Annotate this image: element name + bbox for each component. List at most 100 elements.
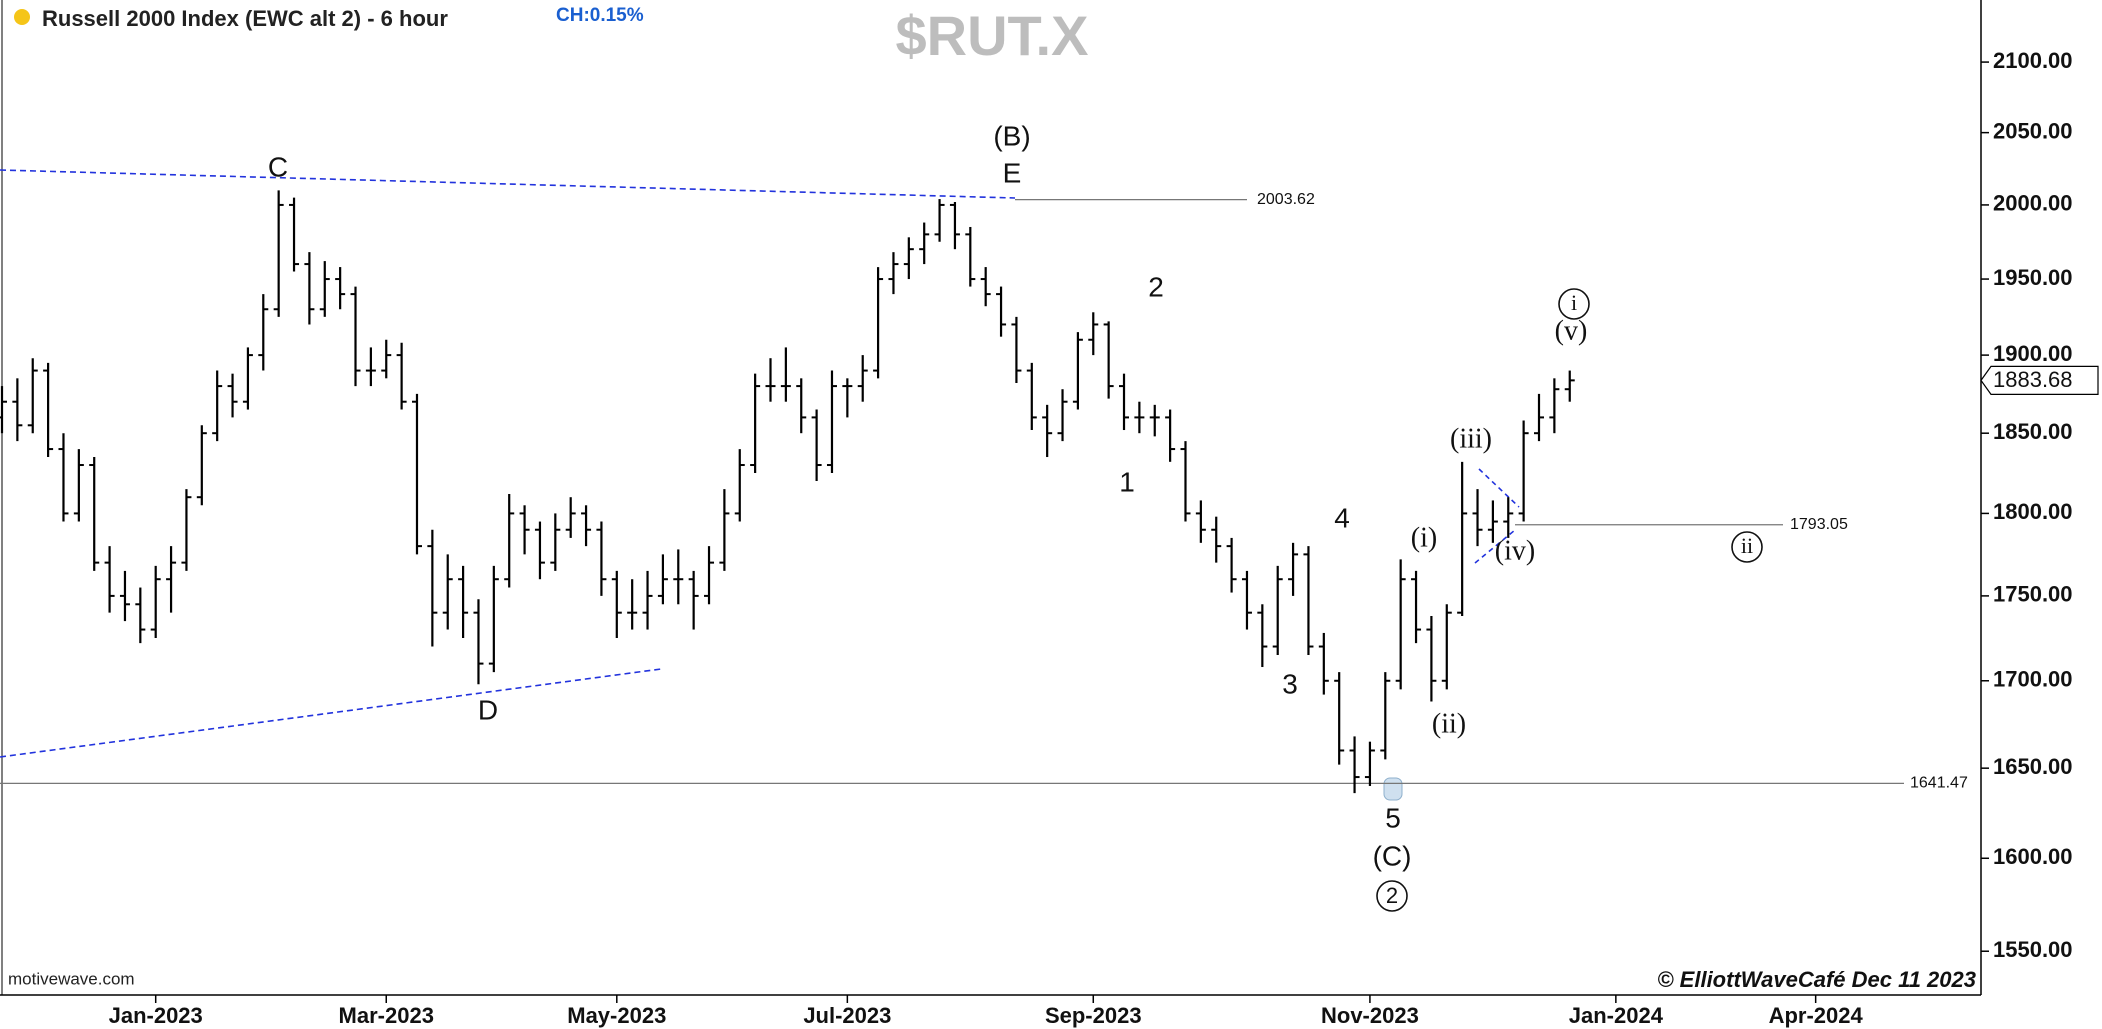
y-tick-label: 1850.00 [1993,419,2073,444]
ohlc-bar [242,347,253,410]
wave-label: (C) [1373,840,1412,871]
ohlc-bar [1549,378,1560,434]
y-tick-label: 1950.00 [1993,265,2073,290]
ohlc-bar [996,286,1007,337]
ohlc-bar [811,409,822,482]
ohlc-bar [949,202,960,250]
wave-label: i [1571,290,1577,315]
chart-title: Russell 2000 Index (EWC alt 2) - 6 hour [42,6,448,31]
wave-label: (iii) [1450,423,1492,454]
wave-label: C [268,151,288,182]
ohlc-bar [1303,546,1314,656]
ohlc-bar [488,565,499,673]
ohlc-bar [411,393,422,555]
ohlc-bar [657,554,668,605]
ohlc-bar [1503,497,1514,538]
ohlc-bar [1149,404,1160,437]
ohlc-bar [1042,404,1053,458]
ohlc-bar [365,347,376,387]
ohlc-bar [458,565,469,639]
wave-label: 5 [1385,802,1401,833]
ohlc-bar [1472,489,1483,547]
ohlc-bar [181,489,192,571]
ohlc-bar [1134,401,1145,434]
ohlc-bar [627,579,638,630]
y-tick-label: 1600.00 [1993,844,2073,869]
ohlc-bar [289,197,300,272]
ohlc-bar [796,378,807,434]
ohlc-bar [1441,604,1452,690]
ohlc-bar [565,497,576,538]
annotation-circle [1558,288,1590,320]
ohlc-bar [335,267,346,310]
level-label: 1641.47 [1910,775,1968,792]
ohlc-bar [396,342,407,410]
ohlc-bar [719,489,730,571]
last-price-box [1980,365,2099,395]
ohlc-bar [1288,542,1299,596]
wave-label: (i) [1411,522,1437,553]
change-label: CH:0.15% [556,5,644,26]
ohlc-bar [427,529,438,647]
ohlc-bar [1518,420,1529,522]
ohlc-bar [1195,500,1206,543]
annotation-circle [1376,880,1408,912]
ohlc-bar [227,373,238,418]
y-tick-label: 2000.00 [1993,191,2073,216]
ohlc-bar [1257,604,1268,668]
x-tick-label: May-2023 [567,1003,666,1028]
ohlc-bar [980,267,991,307]
ohlc-bar [1057,389,1068,442]
trendline [0,668,662,758]
x-tick-label: Apr-2024 [1769,1003,1864,1028]
ohlc-bar [1088,312,1099,356]
symbol: $RUT.X [896,4,1089,67]
ohlc-bar [166,546,177,613]
x-tick-label: Jan-2023 [109,1003,203,1028]
ohlc-bar [534,521,545,580]
ohlc-bar [688,570,699,630]
ohlc-bar [1426,616,1437,702]
ohlc-bar [350,286,361,387]
x-tick-label: Sep-2023 [1045,1003,1142,1028]
wave-label: (B) [993,120,1030,151]
wave-label: (iv) [1495,535,1535,566]
wave-label: 2 [1148,271,1164,302]
ohlc-bar [596,521,607,596]
ohlc-bar [381,339,392,379]
ohlc-bar [504,493,515,588]
ohlc-bar [1395,559,1406,690]
x-tick-label: Mar-2023 [339,1003,434,1028]
status-dot [14,9,30,25]
ohlc-bar [1334,672,1345,765]
wave-label: D [478,694,498,725]
ohlc-bar [442,554,453,630]
ohlc-bar [1272,565,1283,656]
ohlc-bar [888,252,899,295]
wave-label: 2 [1386,883,1398,908]
ohlc-bar [58,433,69,522]
ohlc-bar [473,599,484,685]
ohlc-bar [27,358,38,434]
ohlc-bar [581,505,592,547]
ohlc-bar [750,373,761,474]
ohlc-bar [842,378,853,418]
level-label: 1793.05 [1790,516,1848,533]
ohlc-bar [273,190,284,317]
ohlc-bar [1564,370,1575,402]
ohlc-bar [704,546,715,605]
y-tick-label: 1700.00 [1993,667,2073,692]
annotation-circle [1731,531,1763,563]
ohlc-bar [104,546,115,613]
wave-label: ii [1741,533,1753,558]
ohlc-bar [135,587,146,644]
ohlc-bar [673,549,684,605]
ohlc-bar [873,267,884,379]
last-price-label: 1883.68 [1993,367,2073,392]
ohlc-bar [1349,736,1360,794]
ohlc-bar [1534,393,1544,442]
ohlc-bar [1411,570,1422,644]
ohlc-bar [1364,741,1375,786]
trendline [1478,468,1520,508]
